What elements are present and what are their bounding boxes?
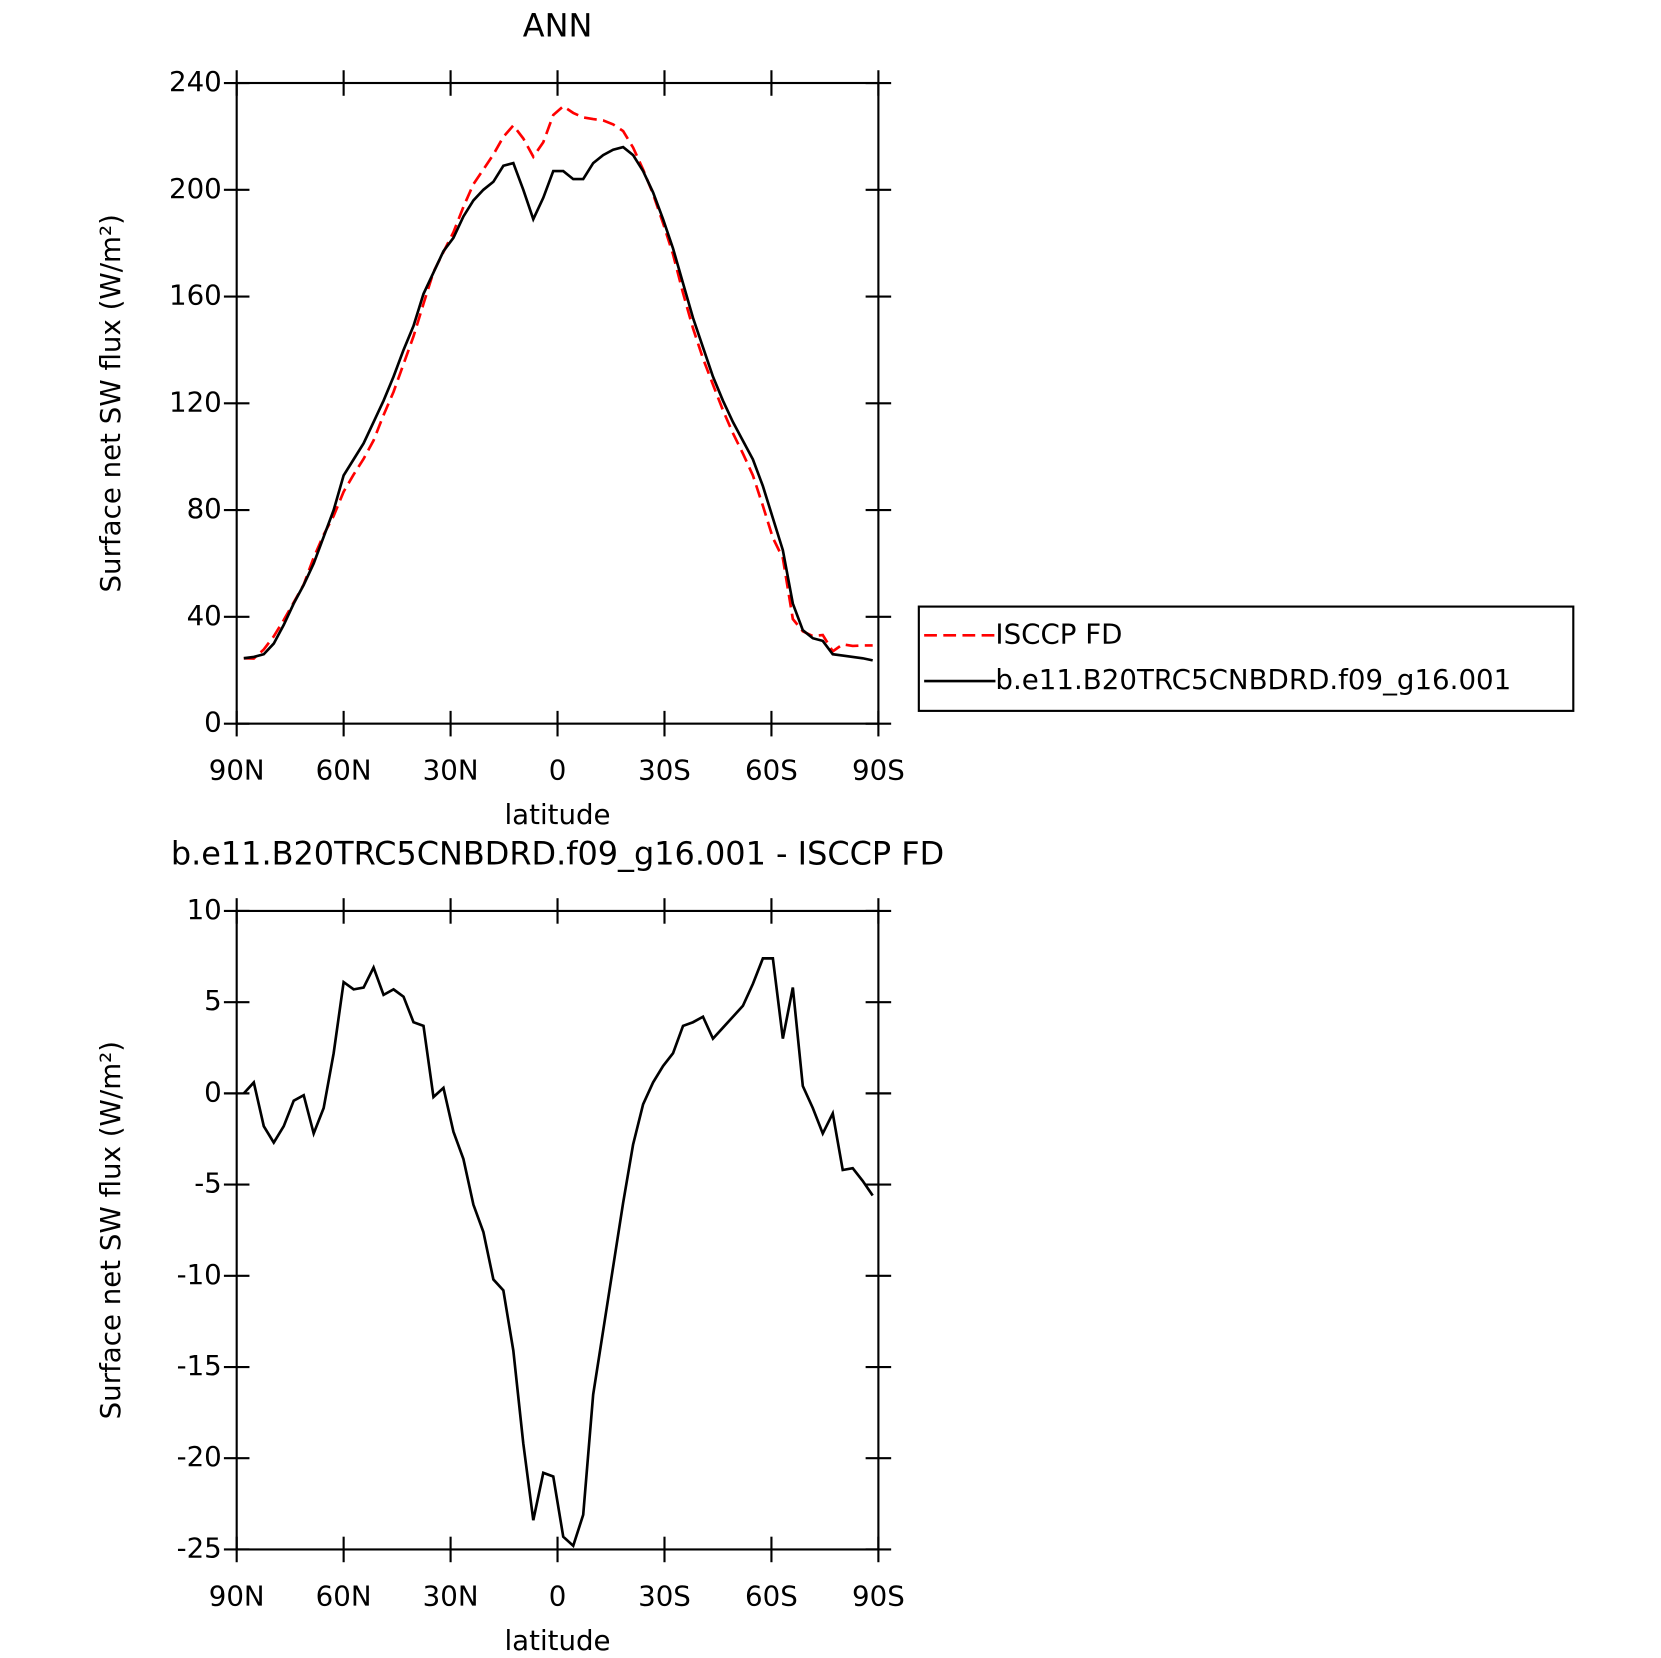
x-tick-label: 60S	[745, 1579, 798, 1612]
x-tick-label: 90N	[209, 754, 265, 787]
legend-label: ISCCP FD	[995, 617, 1122, 650]
y-tick-label: 40	[187, 599, 222, 632]
x-tick-label: 60N	[316, 754, 372, 787]
y-tick-label: -25	[177, 1531, 222, 1564]
data-line	[243, 145, 873, 662]
y-tick-label: -5	[194, 1167, 222, 1200]
x-tick-label: 90N	[209, 1579, 265, 1612]
plot-frame	[235, 81, 880, 725]
data-line	[242, 957, 874, 1549]
x-tick-label: 30S	[638, 1579, 691, 1612]
y-tick-label: -20	[177, 1440, 222, 1473]
x-tick-label: 0	[549, 754, 567, 787]
y-tick-label: 80	[187, 492, 222, 525]
x-tick-label: 90S	[852, 1579, 905, 1612]
y-tick-label: 10	[187, 893, 222, 926]
x-axis-label: latitude	[504, 798, 610, 831]
y-tick-label: 120	[169, 385, 222, 418]
y-tick-label: 200	[169, 172, 222, 205]
y-axis-label: Surface net SW flux (W/m²)	[94, 214, 127, 592]
legend-label: b.e11.B20TRC5CNBDRD.f09_g16.001	[995, 663, 1511, 696]
legend-box	[917, 605, 1575, 712]
x-tick-label: 30N	[423, 1579, 479, 1612]
y-tick-label: 0	[204, 1075, 222, 1108]
y-tick-label: 160	[169, 279, 222, 312]
plot-frame	[235, 909, 880, 1551]
x-tick-label: 60N	[316, 1579, 372, 1612]
chart-title: ANN	[523, 7, 593, 45]
chart-title: b.e11.B20TRC5CNBDRD.f09_g16.001 - ISCCP …	[171, 835, 944, 873]
x-tick-label: 90S	[852, 754, 905, 787]
x-tick-label: 60S	[745, 754, 798, 787]
y-tick-label: 5	[204, 984, 222, 1017]
y-axis-label: Surface net SW flux (W/m²)	[94, 1041, 127, 1419]
x-tick-label: 30N	[423, 754, 479, 787]
x-tick-label: 30S	[638, 754, 691, 787]
x-axis-label: latitude	[504, 1624, 610, 1657]
x-tick-label: 0	[549, 1579, 567, 1612]
y-tick-label: 240	[169, 65, 222, 98]
y-tick-label: -15	[177, 1349, 222, 1382]
y-tick-label: 0	[204, 706, 222, 739]
y-tick-label: -10	[177, 1258, 222, 1291]
data-line	[243, 104, 873, 660]
